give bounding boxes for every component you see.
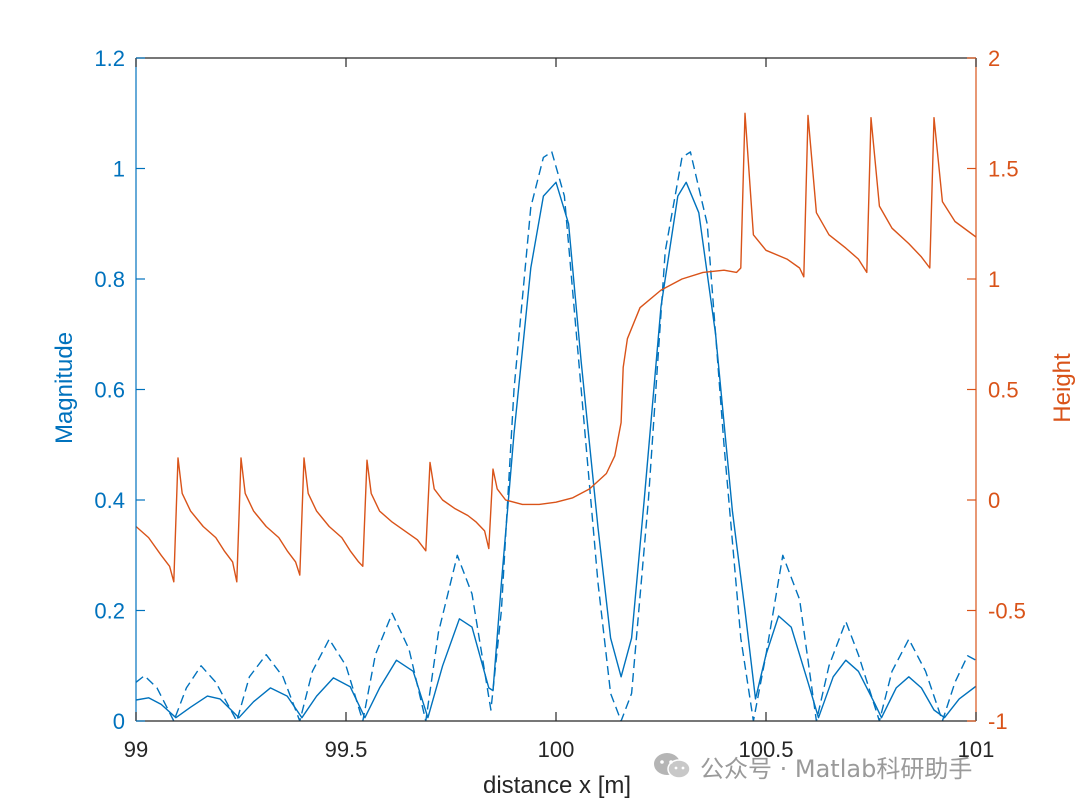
y-left-tick-label: 0 <box>113 709 125 734</box>
y-left-tick-label: 0.4 <box>94 488 125 513</box>
axes-frame <box>135 57 977 722</box>
series-line-2 <box>136 151 976 721</box>
wechat-icon <box>654 753 691 779</box>
x-tick-label: 100 <box>538 737 575 762</box>
y-axis-left-label: Magnitude <box>51 332 78 444</box>
x-tick-label: 100.5 <box>738 737 793 762</box>
tick-labels: 99 99.5 100 100.5 10100.20.40.60.811.2-1-0.5… <box>94 46 1026 762</box>
y-right-tick-label: 1.5 <box>988 157 1019 182</box>
x-tick-label: 99.5 <box>325 737 368 762</box>
y-left-tick-label: 1.2 <box>94 46 125 71</box>
y-left-tick-label: 0.8 <box>94 267 125 292</box>
y-left-tick-label: 0.6 <box>94 378 125 403</box>
series-line-3 <box>136 112 976 583</box>
x-axis-label: distance x [m] <box>483 772 631 799</box>
y-right-tick-label: 1 <box>988 267 1000 292</box>
watermark: 公众号 · Matlab科研助手 <box>652 748 972 784</box>
x-tick-label: 99 <box>124 737 148 762</box>
y-right-tick-label: -0.5 <box>988 599 1026 624</box>
y-left-tick-label: 1 <box>113 157 125 182</box>
plot-lines <box>136 112 976 721</box>
y-right-tick-label: -1 <box>988 709 1008 734</box>
y-left-tick-label: 0.2 <box>94 599 125 624</box>
x-tick-label: 101 <box>958 737 995 762</box>
y-right-tick-label: 2 <box>988 46 1000 71</box>
y-axis-right-label: Height <box>1049 353 1076 423</box>
y-right-tick-label: 0.5 <box>988 378 1019 403</box>
y-right-tick-label: 0 <box>988 488 1000 513</box>
watermark-text: 公众号 · Matlab科研助手 <box>700 754 973 783</box>
series-line-1 <box>136 181 976 719</box>
